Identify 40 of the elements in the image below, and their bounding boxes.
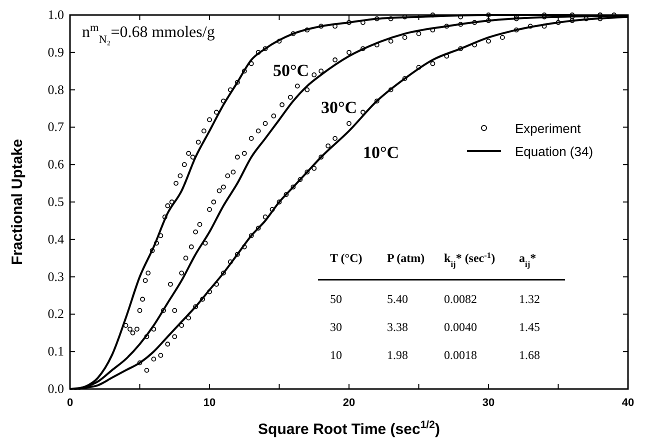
y-tick-label: 0.6 [48, 156, 64, 172]
annotation: 50 [330, 292, 342, 306]
y-tick-label: 0.7 [48, 119, 64, 134]
annotation: 0.0018 [444, 348, 477, 362]
y-tick-label: 0.3 [48, 268, 64, 284]
y-axis-title: Fractional Uptake [9, 139, 26, 265]
x-tick-label: 20 [342, 397, 356, 409]
annotation: a$_{ij}$* [519, 251, 536, 268]
y-tick-label: 0.1 [48, 344, 64, 359]
x-tick-label: 30 [482, 397, 495, 409]
annotation: 30°C [321, 98, 358, 117]
annotation: 1.32 [519, 292, 540, 306]
annotation: 0.0040 [444, 320, 477, 334]
y-tick-label: 0.2 [48, 306, 64, 322]
x-tick-label: 40 [622, 397, 634, 409]
y-tick-label: 0.9 [48, 44, 64, 60]
y-tick-label: 0.4 [48, 231, 64, 246]
y-tick-label: 0.5 [48, 194, 64, 209]
annotation: 1.45 [519, 320, 540, 334]
legend-label: Experiment [515, 121, 582, 136]
annotation: k$_{ij}$* (sec$^{-1}$) [444, 250, 496, 268]
annotation: 10°C [363, 143, 400, 162]
annotation: 5.40 [387, 292, 408, 306]
annotation: 30 [330, 320, 342, 334]
annotation: T (°C) [330, 251, 362, 265]
x-axis-title: Square Root Time (sec$^{1/2}$) [258, 419, 440, 438]
legend-label: Equation (34) [515, 144, 594, 159]
annotation: 50°C [273, 61, 310, 80]
y-tick-label: 0.0 [48, 381, 64, 396]
annotation: 0.0082 [444, 292, 477, 306]
annotation: 3.38 [387, 320, 408, 334]
y-tick-label: 0.8 [48, 82, 64, 97]
annotation: 10 [330, 348, 342, 362]
x-tick-label: 10 [203, 397, 216, 409]
annotation: n$^{m}$$_{N₂}$=0.68 mmoles/g [82, 22, 215, 46]
y-tick-label: 1.0 [48, 7, 64, 22]
annotation: 1.68 [519, 348, 540, 362]
x-tick-label: 0 [66, 397, 74, 409]
annotation: P (atm) [387, 251, 425, 265]
annotation: 1.98 [387, 348, 408, 362]
